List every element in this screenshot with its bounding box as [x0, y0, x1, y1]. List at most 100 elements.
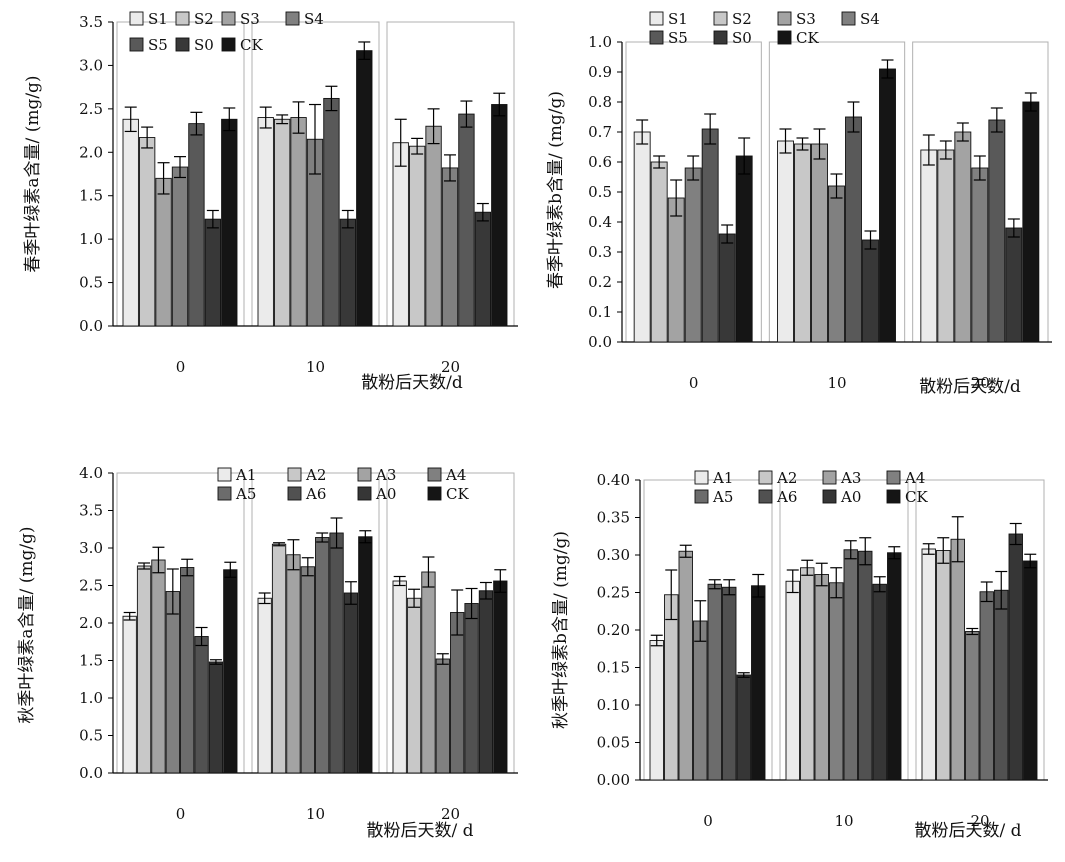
bar-s1-day-20	[920, 149, 938, 343]
bar-s4-day-20	[441, 167, 459, 327]
legend-swatch-s5	[649, 30, 664, 45]
legend-swatch-a2	[287, 467, 302, 482]
legend-label-a3: A3	[375, 466, 396, 484]
legend-swatch-a5	[694, 489, 709, 504]
y-tick-label: 3.0	[79, 539, 103, 557]
x-category-label: 20	[970, 812, 989, 830]
y-tick-label: 0.7	[588, 123, 612, 141]
bar-s5-day-10	[845, 116, 862, 343]
bar-a3-day-10	[814, 574, 829, 781]
legend-swatch-a1	[217, 467, 232, 482]
legend-swatch-s2	[175, 11, 190, 26]
chart-panel-4: 0.00 0.05 0.10 0.15 0.20 0.25 0.30 0.35 0.40 0 10 2…	[551, 469, 1048, 841]
y-tick-label: 0.8	[588, 93, 612, 111]
x-category-label: 20	[441, 805, 460, 823]
y-tick-label: 0.25	[597, 584, 630, 602]
y-tick-label: 1.0	[79, 230, 103, 248]
legend-swatch-ck	[427, 486, 442, 501]
bar-s5-day-20	[988, 119, 1006, 343]
x-axis-title: 散粉后天数/ d	[366, 821, 473, 841]
bar-a0-day-20	[478, 590, 494, 774]
bar-a0-day-0	[736, 674, 751, 781]
y-tick-label: 0.05	[597, 734, 630, 752]
y-axis-title: 秋季叶绿素a含量/ (mg/g)	[17, 526, 37, 723]
bar-a6-day-20	[464, 603, 479, 774]
bar-a1-day-10	[785, 580, 800, 781]
bar-ck-day-20	[491, 104, 508, 327]
bar-s1-day-10	[777, 140, 794, 343]
x-axis-title: 散粉后天数/d	[919, 377, 1021, 397]
legend-swatch-a4	[427, 467, 442, 482]
y-tick-label: 1.0	[79, 689, 103, 707]
y-tick-label: 3.0	[79, 56, 103, 74]
bar-s2-day-0	[650, 161, 668, 343]
bar-a2-day-0	[664, 594, 679, 781]
legend-swatch-a1	[694, 470, 709, 485]
bar-a6-day-10	[858, 550, 873, 781]
bar-s0-day-0	[718, 233, 736, 343]
legend-swatch-s2	[713, 11, 728, 26]
bar-s3-day-10	[811, 143, 828, 343]
x-category-label: 10	[834, 812, 853, 830]
bar-ck-day-0	[751, 585, 766, 781]
x-category-label: 20	[441, 358, 460, 376]
bar-a4-day-0	[693, 620, 708, 781]
y-tick-label: 2.0	[79, 143, 103, 161]
legend-label-ck: CK	[240, 36, 263, 54]
legend-swatch-a3	[357, 467, 372, 482]
legend-label-s4: S4	[304, 10, 324, 28]
bar-s0-day-10	[339, 218, 357, 327]
bar-a5-day-0	[707, 583, 722, 781]
legend-swatch-a0	[822, 489, 837, 504]
y-tick-label: 0.0	[588, 333, 612, 351]
legend-label-a2: A2	[305, 466, 326, 484]
bar-ck-day-10	[887, 552, 902, 781]
bar-s5-day-0	[188, 123, 205, 327]
legend-swatch-a0	[357, 486, 372, 501]
y-tick-label: 0.1	[588, 303, 612, 321]
bar-a0-day-10	[343, 592, 359, 774]
legend-label-s3: S3	[240, 10, 260, 28]
bar-s2-day-20	[937, 149, 955, 343]
bar-a5-day-10	[315, 537, 330, 774]
legend-swatch-a4	[886, 470, 901, 485]
bar-ck-day-0	[735, 155, 753, 343]
y-tick-label: 3.5	[79, 13, 103, 31]
y-tick-label: 0.00	[597, 771, 630, 789]
y-axis-title: 秋季叶绿素b含量/ (mg/g)	[551, 531, 571, 729]
bar-a5-day-20	[450, 612, 465, 774]
bar-ck-day-10	[879, 68, 896, 343]
bar-a4-day-20	[435, 658, 450, 774]
legend-label-s4: S4	[860, 10, 880, 28]
x-category-label: 20	[971, 374, 990, 392]
bar-a1-day-20	[921, 548, 936, 781]
legend-swatch-s4	[841, 11, 856, 26]
bar-s5-day-20	[458, 113, 475, 327]
bar-a6-day-20	[994, 589, 1009, 781]
bar-a6-day-0	[194, 636, 209, 774]
y-tick-label: 0.40	[597, 471, 630, 489]
legend-label-a5: A5	[235, 485, 256, 503]
legend-label-ck: CK	[796, 29, 819, 47]
legend-label-a6: A6	[776, 488, 797, 506]
bar-a4-day-10	[300, 566, 315, 774]
legend-swatch-ck	[221, 37, 236, 52]
legend-label-a6: A6	[305, 485, 326, 503]
bar-s4-day-10	[828, 185, 845, 343]
bar-s0-day-0	[204, 218, 222, 327]
y-tick-label: 0.15	[597, 659, 630, 677]
bar-a2-day-10	[800, 567, 815, 781]
y-tick-label: 2.5	[79, 577, 103, 595]
legend-label-a3: A3	[840, 469, 861, 487]
bar-s3-day-10	[290, 117, 307, 327]
y-tick-label: 0.4	[588, 213, 612, 231]
bar-s2-day-10	[794, 143, 811, 343]
bar-s1-day-0	[633, 131, 651, 343]
bar-a1-day-0	[649, 640, 664, 781]
y-tick-label: 3.5	[79, 502, 103, 520]
y-tick-label: 1.0	[588, 33, 612, 51]
legend-swatch-a2	[758, 470, 773, 485]
y-tick-label: 4.0	[79, 464, 103, 482]
bar-a4-day-0	[165, 591, 180, 774]
